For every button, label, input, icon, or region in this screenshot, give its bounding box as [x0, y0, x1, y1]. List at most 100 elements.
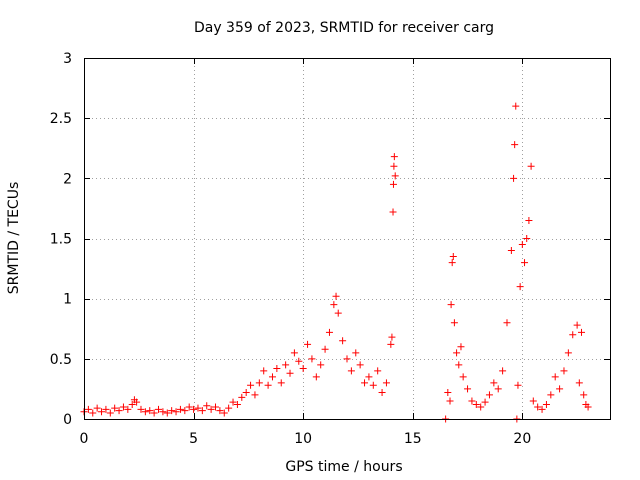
data-point — [347, 367, 355, 375]
data-point — [448, 259, 456, 267]
data-point — [163, 409, 171, 417]
data-point — [468, 397, 476, 405]
data-point — [343, 355, 351, 363]
data-point — [98, 408, 106, 416]
data-point — [523, 235, 531, 242]
data-point — [521, 259, 529, 267]
data-point — [449, 253, 457, 261]
data-point — [251, 391, 259, 399]
data-point — [339, 337, 347, 345]
data-point — [556, 385, 564, 393]
data-point — [464, 385, 472, 393]
data-point — [569, 331, 577, 339]
data-point — [264, 381, 272, 389]
data-point — [133, 398, 141, 406]
data-point — [457, 343, 465, 351]
data-point — [181, 407, 189, 415]
data-point — [382, 379, 390, 387]
data-point — [391, 172, 399, 180]
data-point — [578, 328, 586, 336]
data-point — [494, 385, 502, 393]
data-point — [146, 407, 154, 415]
data-point — [369, 381, 377, 389]
data-point — [115, 407, 123, 415]
data-point — [472, 401, 480, 409]
y-tick-label: 2 — [63, 171, 72, 187]
data-point — [334, 309, 342, 317]
y-axis-label: SRMTID / TECUs — [6, 182, 22, 295]
tick-label-layer: 0 5 10 15 20 0 0.5 1 1.5 2 2.5 3 — [50, 51, 532, 447]
data-point — [220, 409, 228, 417]
data-point — [159, 408, 167, 416]
data-point — [446, 397, 454, 405]
x-tick-label: 15 — [404, 431, 422, 447]
data-point — [304, 340, 312, 348]
data-point — [89, 409, 97, 417]
data-point — [295, 357, 303, 365]
data-point — [299, 364, 307, 372]
chart-title: Day 359 of 2023, SRMTID for receiver car… — [194, 20, 494, 36]
data-point — [512, 102, 520, 110]
data-point — [490, 379, 498, 387]
data-point — [212, 403, 219, 411]
data-point — [273, 364, 281, 372]
x-tick-label: 0 — [80, 431, 89, 447]
data-point — [499, 367, 507, 375]
data-point — [290, 349, 298, 357]
data-point — [529, 397, 537, 405]
data-point — [203, 402, 211, 410]
data-point — [84, 405, 92, 413]
data-point — [321, 345, 329, 353]
data-point — [510, 174, 518, 182]
data-point — [390, 153, 398, 161]
data-point — [277, 379, 285, 387]
data-point — [388, 333, 396, 341]
data-point — [575, 379, 583, 387]
data-point — [207, 405, 215, 413]
data-point — [229, 398, 237, 406]
data-point — [268, 373, 276, 381]
data-point — [225, 404, 233, 412]
data-point — [155, 405, 163, 413]
data-point — [389, 208, 397, 216]
data-point — [106, 409, 114, 417]
x-tick-label: 20 — [513, 431, 531, 447]
data-point — [332, 292, 340, 300]
data-point — [518, 241, 526, 249]
data-point — [260, 367, 268, 375]
data-point — [124, 405, 132, 413]
data-point — [356, 361, 364, 369]
data-point — [503, 319, 511, 327]
data-points-layer — [80, 102, 592, 423]
data-point — [247, 381, 255, 389]
data-point — [374, 367, 382, 375]
data-point — [233, 401, 241, 409]
data-point — [453, 349, 461, 357]
data-point — [308, 355, 316, 363]
data-point — [387, 340, 395, 348]
data-point — [137, 405, 145, 413]
y-tick-label: 0 — [63, 412, 72, 428]
data-point — [551, 373, 559, 381]
grid-layer — [84, 58, 610, 419]
data-point — [584, 403, 592, 411]
data-point — [141, 408, 149, 416]
data-point — [185, 403, 193, 411]
data-point — [119, 403, 127, 411]
data-point — [111, 404, 119, 412]
data-point — [481, 398, 489, 406]
data-point — [325, 328, 333, 336]
data-point — [516, 283, 524, 291]
plot-frame — [84, 58, 611, 420]
data-point — [525, 216, 533, 224]
data-point — [511, 141, 519, 149]
x-axis-label: GPS time / hours — [285, 459, 402, 475]
data-point — [93, 404, 101, 412]
data-point — [378, 389, 386, 397]
data-point — [560, 367, 568, 375]
data-point — [444, 389, 452, 397]
data-point — [282, 361, 290, 369]
data-point — [447, 301, 455, 309]
data-point — [507, 247, 515, 255]
y-tick-label: 2.5 — [50, 111, 72, 127]
